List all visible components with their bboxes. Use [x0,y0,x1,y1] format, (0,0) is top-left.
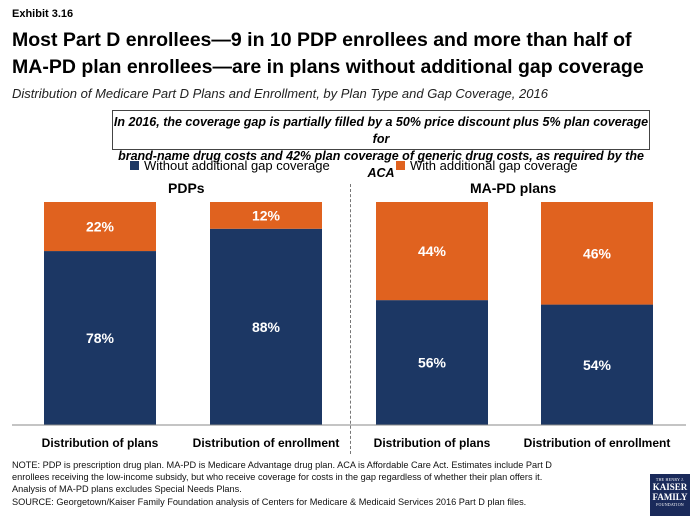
logo-line-2b: FAMILY [652,492,688,502]
legend-item-without: Without additional gap coverage [130,158,330,173]
category-label-1: Distribution of enrollment [193,436,340,450]
data-label-without-1: 88% [252,319,281,335]
legend-swatch-without [130,161,139,170]
chart-subtitle: Distribution of Medicare Part D Plans an… [12,86,548,101]
legend-label-without: Without additional gap coverage [144,158,330,173]
kff-logo: THE HENRY J. KAISER FAMILY FOUNDATION [650,474,690,516]
bar-segment-with-3 [541,202,653,305]
legend: Without additional gap coverage With add… [0,158,698,174]
panel-divider [350,184,351,454]
logo-line-1: THE HENRY J. [655,477,685,482]
category-label-3: Distribution of enrollment [524,436,671,450]
bar-segment-with-2 [376,202,488,301]
panel-title-pdps: PDPs [168,180,205,196]
exhibit-label: Exhibit 3.16 [12,8,74,20]
source-line: SOURCE: Georgetown/Kaiser Family Foundat… [12,496,527,507]
callout-line-2: brand-name drug costs and 42% plan cover… [118,149,644,180]
legend-label-with: With additional gap coverage [410,158,578,173]
note-line-2: enrollees receiving the low-income subsi… [12,472,543,483]
bar-segment-without-3 [541,304,653,425]
category-label-0: Distribution of plans [42,436,159,450]
chart-title: Most Part D enrollees—9 in 10 PDP enroll… [12,27,692,81]
bar-segment-without-1 [210,228,322,425]
callout-box: In 2016, the coverage gap is partially f… [112,110,650,180]
category-label-2: Distribution of plans [374,436,491,450]
bar-segment-with-0 [44,202,156,252]
logo-line-3: FOUNDATION [656,502,684,507]
data-label-with-2: 44% [418,243,447,259]
logo-line-2a: KAISER [652,482,688,492]
data-label-without-0: 78% [86,330,115,346]
legend-swatch-with [396,161,405,170]
data-label-without-3: 54% [583,357,612,373]
footnote: NOTE: PDP is prescription drug plan. MA-… [12,459,632,508]
data-label-with-3: 46% [583,245,612,261]
data-label-with-1: 12% [252,207,281,223]
title-line-2: MA-PD plan enrollees—are in plans withou… [12,56,644,78]
bar-segment-without-2 [376,300,488,425]
bar-segment-without-0 [44,251,156,425]
bar-segment-with-1 [210,202,322,229]
panel-title-mapd: MA-PD plans [470,180,557,196]
legend-item-with: With additional gap coverage [396,158,578,173]
note-line-1: NOTE: PDP is prescription drug plan. MA-… [12,460,552,470]
title-line-1: Most Part D enrollees—9 in 10 PDP enroll… [12,29,632,51]
note-line-3: Analysis of MA-PD plans excludes Special… [12,484,242,495]
data-label-with-0: 22% [86,219,115,235]
callout-line-1: In 2016, the coverage gap is partially f… [113,115,649,146]
data-label-without-2: 56% [418,355,447,371]
